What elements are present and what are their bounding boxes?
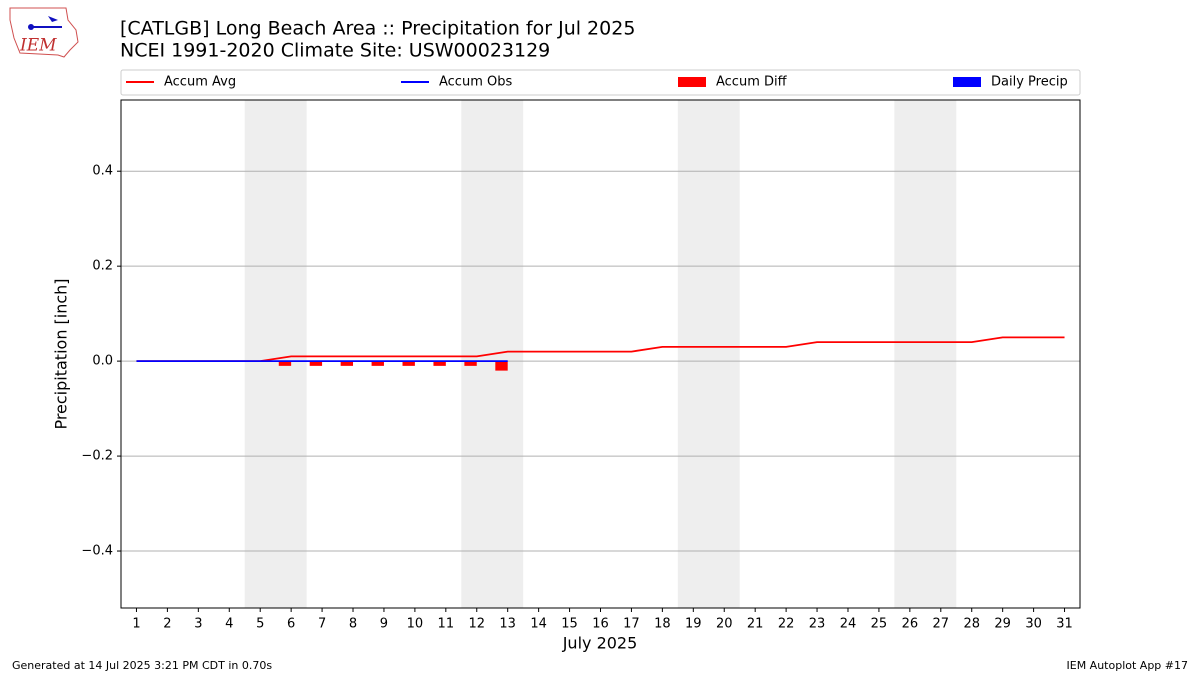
x-tick-label: 8 [349,617,357,632]
x-tick-label: 13 [499,617,516,632]
legend-label: Accum Diff [716,75,788,90]
y-axis-label: Precipitation [inch] [52,278,71,429]
y-tick-label: 0.4 [92,164,113,179]
x-axis-label: July 2025 [562,634,638,653]
x-tick-label: 7 [318,617,326,632]
y-tick-label: −0.2 [81,449,113,464]
bar [340,361,354,366]
x-tick-label: 27 [933,617,950,632]
x-tick-label: 24 [840,617,857,632]
x-tick-label: 14 [530,617,547,632]
bar [402,361,415,366]
legend-swatch [678,77,706,87]
x-tick-label: 28 [963,617,980,632]
legend-box [120,69,1081,96]
x-tick-label: 11 [438,617,455,632]
x-tick-label: 30 [1025,617,1042,632]
plot-frame [120,99,1081,609]
bar [371,361,384,366]
weekend-shade [894,100,957,608]
weekend-shade [244,100,307,608]
footer-right: IEM Autoplot App #17 [1067,659,1189,672]
x-tick-label: 17 [623,617,640,632]
x-tick-label: 22 [778,617,795,632]
x-tick-label: 6 [287,617,295,632]
x-tick-label: 12 [468,617,485,632]
x-tick-label: 23 [809,617,826,632]
bar [495,361,508,371]
weekend-shade [677,100,740,608]
x-tick-label: 9 [380,617,388,632]
x-tick-label: 15 [561,617,578,632]
x-tick-label: 16 [592,617,609,632]
x-tick-label: 26 [902,617,919,632]
bar [309,361,323,366]
logo: IEM [9,7,79,58]
x-tick-label: 31 [1056,617,1073,632]
x-tick-label: 20 [716,617,733,632]
x-tick-label: 2 [163,617,171,632]
x-tick-label: 18 [654,617,671,632]
y-tick-label: −0.4 [81,544,113,559]
logo-text: IEM [19,36,57,56]
y-tick-label: 0.0 [92,354,113,369]
x-tick-label: 21 [747,617,764,632]
x-tick-label: 10 [407,617,424,632]
x-tick-label: 19 [685,617,702,632]
chart-subtitle: NCEI 1991-2020 Climate Site: USW00023129 [120,40,550,62]
y-tick-label: 0.2 [92,259,113,274]
x-tick-label: 25 [871,617,888,632]
bar [278,361,292,366]
x-tick-label: 1 [132,617,140,632]
legend-swatch [953,77,981,87]
x-tick-label: 3 [194,617,202,632]
legend-label: Accum Obs [439,75,512,90]
bar [464,361,477,366]
legend-label: Daily Precip [991,75,1068,90]
legend-label: Accum Avg [164,75,236,90]
x-tick-label: 29 [994,617,1011,632]
line-0 [136,336,1065,363]
x-tick-label: 5 [256,617,264,632]
bar [433,361,446,366]
x-tick-label: 4 [225,617,233,632]
chart-title: [CATLGB] Long Beach Area :: Precipitatio… [120,18,635,40]
footer-left: Generated at 14 Jul 2025 3:21 PM CDT in … [12,659,272,672]
